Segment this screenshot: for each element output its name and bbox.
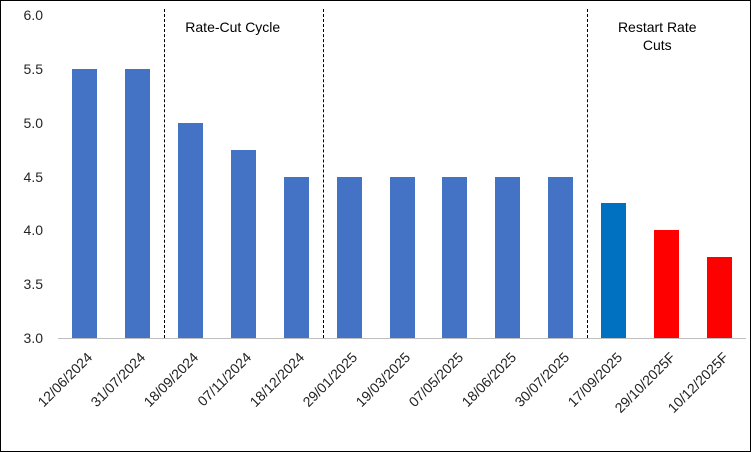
y-axis-tick-label: 4.0 — [23, 222, 43, 239]
y-axis-tick-label: 3.0 — [23, 330, 43, 346]
plot-area: Rate-Cut Cycle Restart Rate Cuts — [58, 9, 746, 339]
y-axis-tick-label: 6.0 — [23, 7, 43, 23]
bar-10/12/2025F — [707, 257, 733, 338]
bar-18/06/2025 — [495, 176, 521, 338]
annotation-rate-cut-cycle: Rate-Cut Cycle — [185, 19, 281, 35]
bar-07/05/2025 — [442, 176, 468, 338]
y-axis: 3.0 3.5 4.0 4.5 5.0 5.5 6.0 — [1, 7, 51, 346]
bar-18/12/2024 — [283, 176, 309, 338]
bar-29/10/2025F — [654, 230, 680, 338]
bar-18/09/2024 — [177, 122, 203, 338]
phase-divider-line — [163, 9, 165, 338]
bar-29/01/2025 — [336, 176, 362, 338]
bar-17/09/2025 — [601, 203, 627, 338]
x-axis: 12/06/2024 31/07/2024 18/09/2024 07/11/2024… — [35, 340, 746, 451]
y-axis-tick-label: 5.5 — [23, 60, 43, 77]
bar-19/03/2025 — [389, 176, 415, 338]
y-axis-tick-label: 5.0 — [23, 114, 43, 131]
y-axis-tick-label: 4.5 — [23, 168, 43, 185]
bar-12/06/2024 — [71, 68, 97, 338]
annotation-restart-rate-cuts: Restart Rate Cuts — [617, 19, 697, 53]
y-axis-tick-label: 3.5 — [23, 276, 43, 293]
phase-divider-line — [322, 9, 324, 338]
bar-07/11/2024 — [230, 149, 256, 338]
bar-30/07/2025 — [548, 176, 574, 338]
phase-divider-line — [587, 9, 589, 338]
bar-31/07/2024 — [124, 68, 150, 338]
